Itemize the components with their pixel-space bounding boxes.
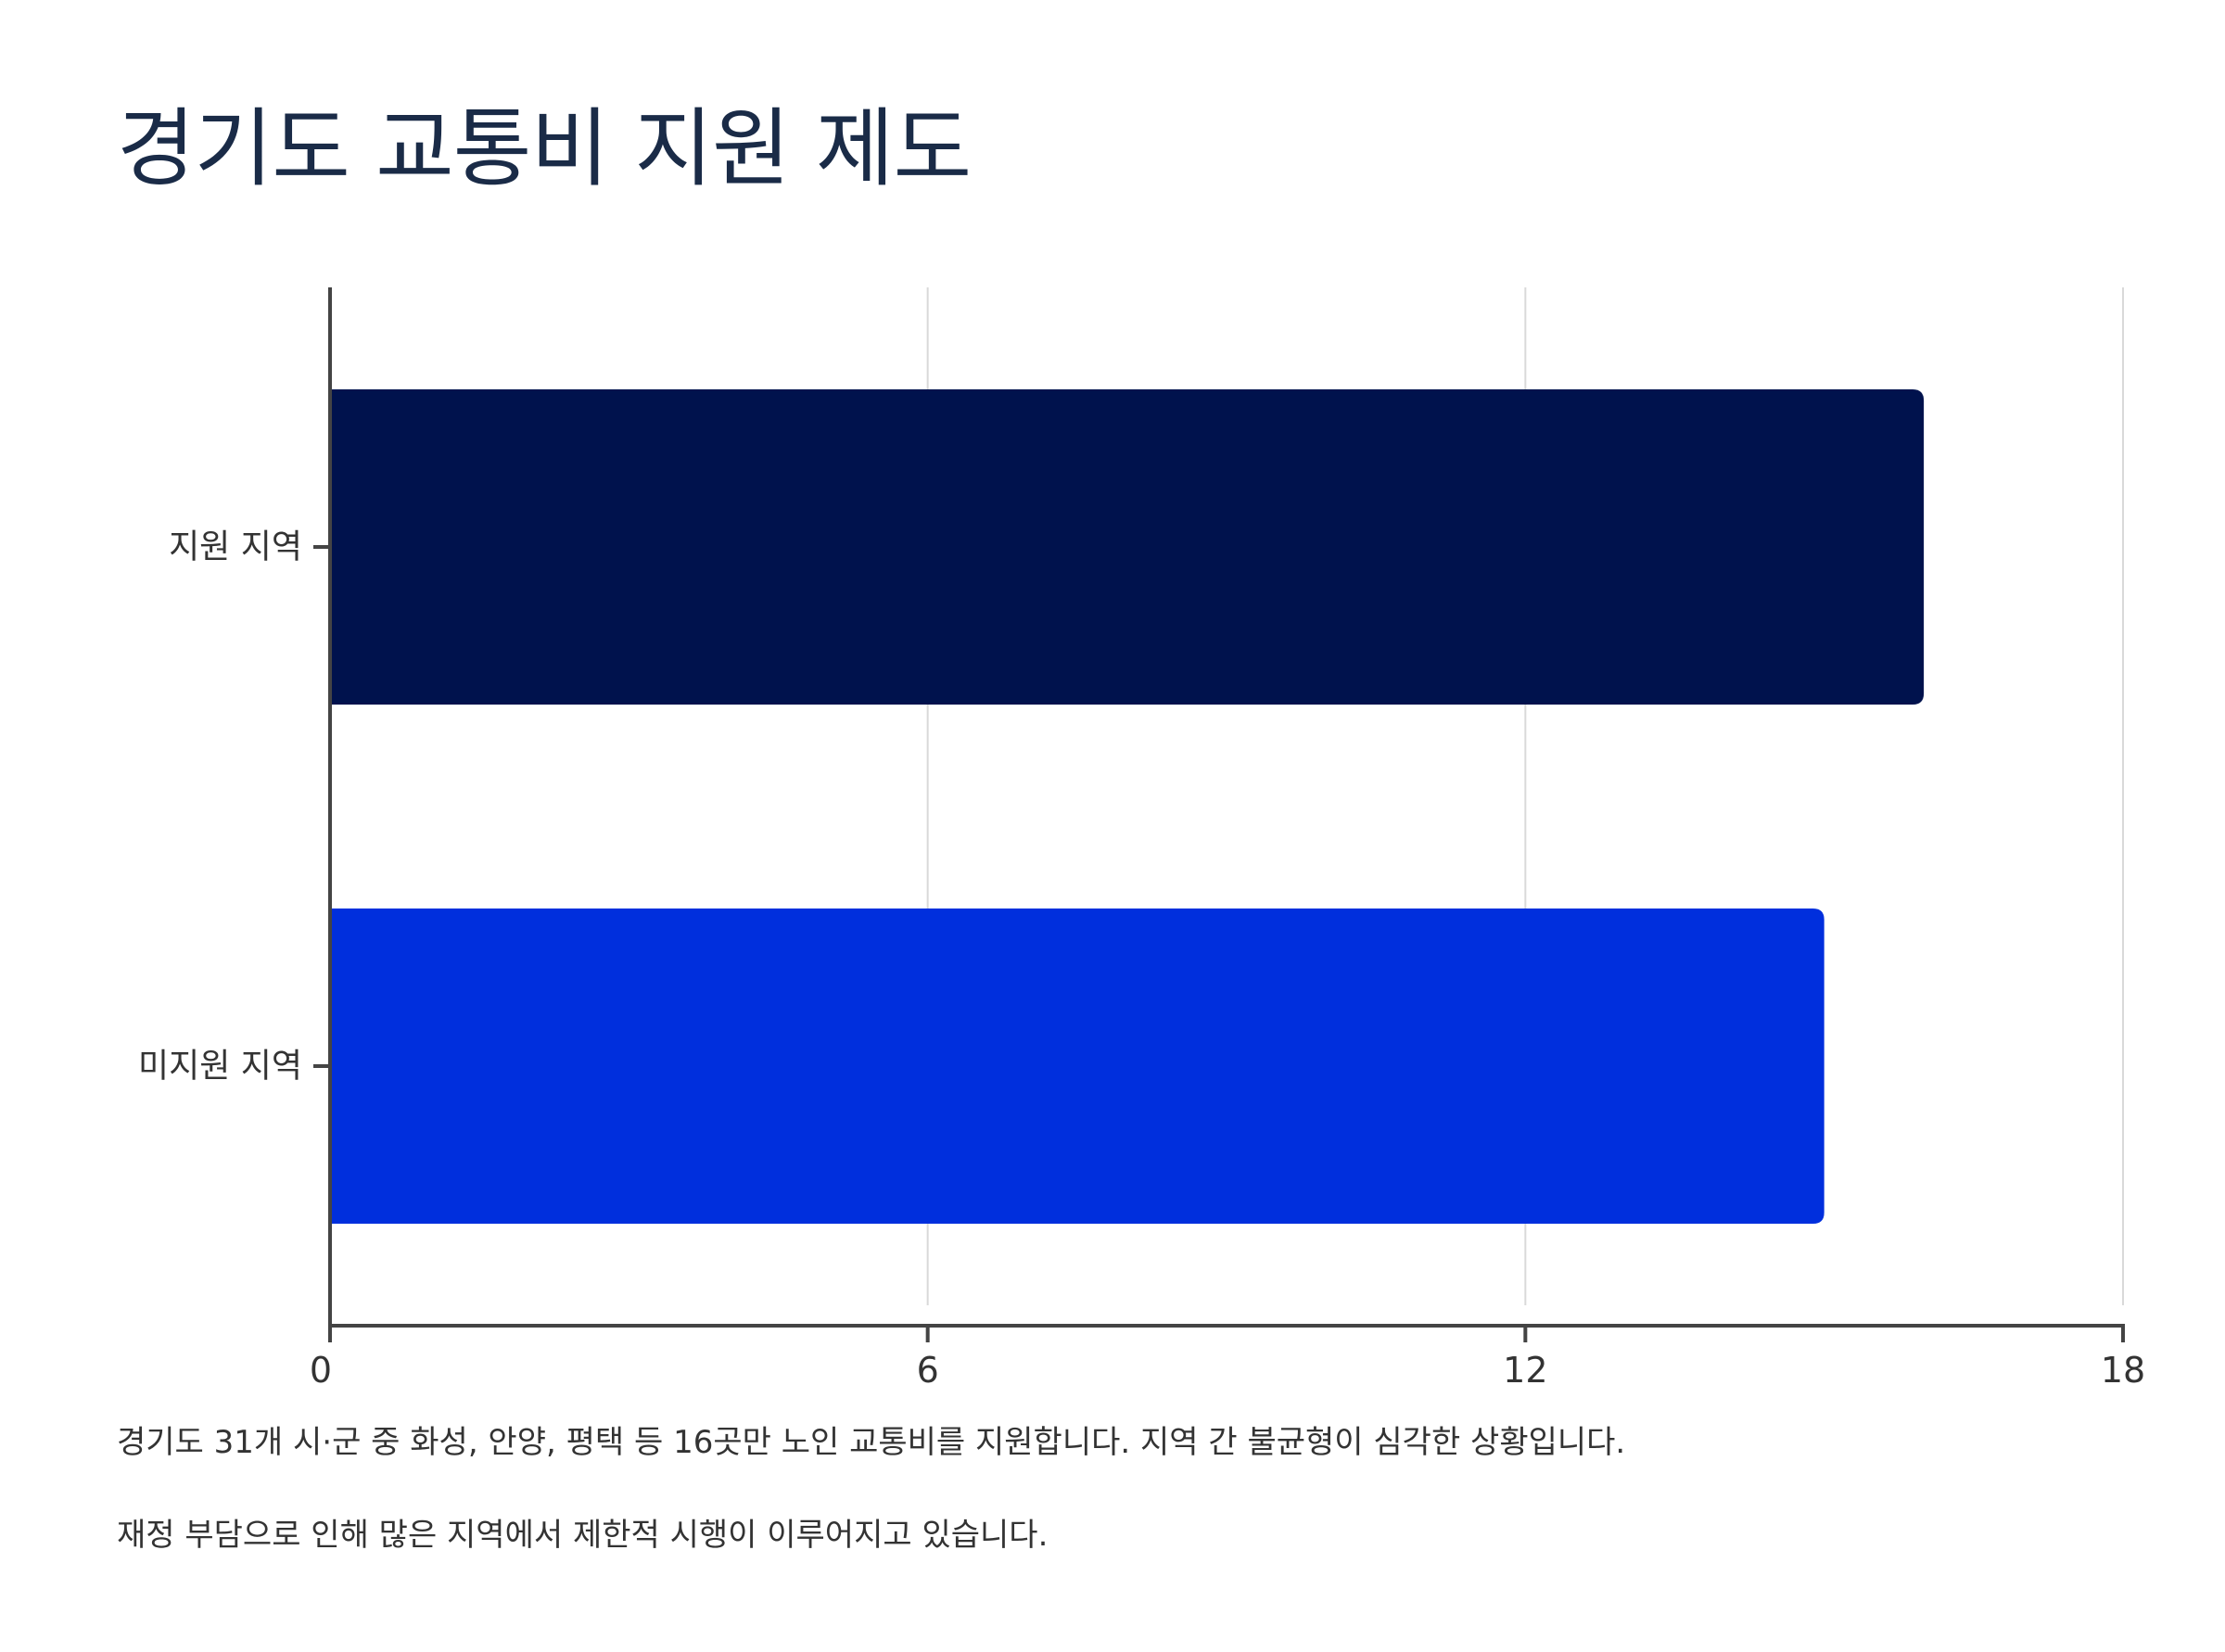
x-tick-label: 12 [1503,1350,1547,1391]
y-tick-label: 지원 지역 [169,528,302,566]
page-title: 경기도 교통비 지원 제도 [117,99,972,198]
x-tick-label: 18 [2101,1350,2145,1391]
note-text: 경기도 31개 시·군 중 화성, 안양, 평택 등 16곳만 노인 교통비를 … [117,1424,1626,1461]
x-tick-label: 6 [917,1350,939,1391]
chart-notes: 경기도 31개 시·군 중 화성, 안양, 평택 등 16곳만 노인 교통비를 … [117,1423,2110,1608]
x-tick-label: 0 [310,1350,332,1391]
bar [330,909,1824,1224]
bar [330,389,1925,705]
note-text: 재정 부담으로 인해 많은 지역에서 제한적 시행이 이루어지고 있습니다. [117,1517,1049,1554]
y-tick-label: 미지원 지역 [138,1048,302,1086]
bars [330,389,1925,1224]
axes [313,287,2125,1342]
